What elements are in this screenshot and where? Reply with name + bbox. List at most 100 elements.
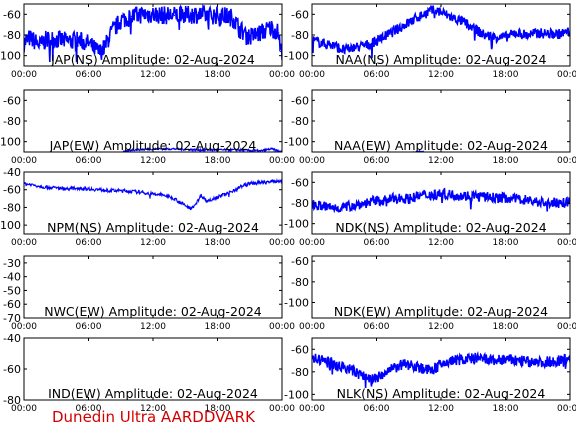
- y-tick-label: -60: [3, 298, 21, 311]
- data-point: [451, 194, 453, 196]
- data-point: [537, 362, 539, 364]
- y-tick-label: -80: [291, 115, 309, 128]
- data-point: [322, 42, 324, 44]
- chart-title: NAA(NS) Amplitude: 02-Aug-2024: [336, 52, 547, 67]
- data-point: [216, 14, 219, 16]
- data-point: [184, 14, 186, 16]
- x-tick-label: 18:00: [205, 156, 231, 166]
- data-point: [483, 196, 485, 198]
- x-tick-label: 06:00: [76, 156, 102, 166]
- data-point: [429, 194, 431, 196]
- data-point: [375, 200, 378, 202]
- series-line-1: [312, 4, 570, 59]
- data-point: [141, 13, 143, 15]
- y-tick-label: -50: [3, 284, 21, 297]
- data-point: [322, 205, 324, 207]
- data-point: [408, 198, 410, 200]
- chart-panel-10: -60 -80 -100 00:00 06:00 12:00 18:00 00:00 NLK(N…: [284, 337, 576, 414]
- x-tick-label: 00:00: [269, 70, 295, 80]
- data-point: [472, 27, 474, 29]
- data-point: [39, 44, 41, 46]
- data-point: [429, 370, 431, 372]
- y-tick-label: -80: [291, 197, 309, 210]
- x-tick-label: 00:00: [557, 238, 576, 248]
- y-tick-label: -60: [3, 363, 21, 376]
- chart-title: JAP(EW) Amplitude: 02-Aug-2024: [49, 138, 257, 153]
- x-tick-label: 18:00: [205, 322, 231, 332]
- data-point: [87, 42, 90, 44]
- x-tick-label: 18:00: [205, 70, 231, 80]
- data-point: [365, 44, 367, 46]
- data-point: [216, 196, 219, 198]
- y-tick-label: -80: [3, 115, 21, 128]
- y-tick-label: -40: [3, 332, 21, 345]
- data-point: [343, 366, 345, 368]
- data-point: [494, 36, 496, 38]
- y-tick-label: -100: [284, 50, 309, 63]
- data-point: [558, 33, 560, 35]
- data-point: [332, 44, 335, 46]
- data-point: [526, 199, 528, 201]
- data-point: [375, 40, 378, 42]
- x-tick-label: 06:00: [364, 404, 390, 414]
- data-point: [354, 46, 356, 49]
- x-tick-label: 06:00: [76, 322, 102, 332]
- data-point: [408, 363, 410, 365]
- data-point: [120, 190, 122, 192]
- data-point: [238, 149, 240, 151]
- data-point: [418, 195, 421, 197]
- chart-title: NWC(EW) Amplitude: 02-Aug-2024: [44, 304, 262, 319]
- data-point: [461, 195, 464, 197]
- x-tick-label: 00:00: [269, 404, 295, 414]
- data-point: [279, 50, 281, 53]
- x-tick-label: 00:00: [11, 156, 37, 166]
- x-tick-label: 12:00: [428, 322, 454, 332]
- data-point: [238, 28, 240, 30]
- chart-title: NPM(NS) Amplitude: 02-Aug-2024: [47, 220, 259, 235]
- data-point: [104, 46, 106, 49]
- data-point: [504, 36, 507, 38]
- y-tick-label: -80: [3, 201, 21, 214]
- data-point: [494, 359, 496, 362]
- data-point: [343, 49, 345, 52]
- y-tick-label: -60: [291, 255, 309, 268]
- x-tick-label: 12:00: [428, 156, 454, 166]
- data-point: [55, 187, 57, 189]
- chart-panel-4: -60 -80 -100 00:00 06:00 12:00 18:00 00:00 NAA(E…: [284, 89, 576, 166]
- y-tick-label: -80: [3, 394, 21, 407]
- data-point: [461, 358, 464, 361]
- y-tick-label: -70: [3, 312, 21, 325]
- series-line-1: [312, 187, 570, 214]
- x-tick-label: 00:00: [11, 404, 37, 414]
- data-point: [163, 194, 165, 196]
- x-tick-label: 00:00: [557, 404, 576, 414]
- data-point: [44, 186, 47, 188]
- y-tick-label: -40: [3, 166, 21, 179]
- data-point: [227, 192, 229, 194]
- x-tick-label: 12:00: [140, 238, 166, 248]
- data-point: [332, 363, 335, 365]
- x-tick-label: 12:00: [140, 322, 166, 332]
- data-point: [259, 150, 262, 152]
- data-point: [472, 357, 474, 359]
- data-point: [418, 150, 421, 152]
- data-point: [93, 47, 95, 50]
- x-tick-label: 18:00: [205, 238, 231, 248]
- data-point: [537, 201, 539, 203]
- data-point: [386, 34, 388, 36]
- data-point: [365, 202, 367, 204]
- data-point: [130, 149, 133, 151]
- data-point: [537, 32, 539, 34]
- y-tick-label: -80: [291, 276, 309, 289]
- y-tick-label: -100: [284, 136, 309, 149]
- chart-panel-3: -60 -80 -100 00:00 06:00 12:00 18:00 00:00 JAP(E…: [0, 89, 295, 166]
- x-tick-label: 00:00: [11, 322, 37, 332]
- data-point: [152, 193, 154, 195]
- y-tick-label: -100: [0, 136, 21, 149]
- x-tick-label: 06:00: [76, 70, 102, 80]
- data-point: [152, 13, 154, 15]
- data-point: [375, 377, 378, 380]
- y-tick-label: -80: [3, 29, 21, 42]
- y-tick-label: -100: [284, 218, 309, 231]
- x-tick-label: 18:00: [493, 322, 519, 332]
